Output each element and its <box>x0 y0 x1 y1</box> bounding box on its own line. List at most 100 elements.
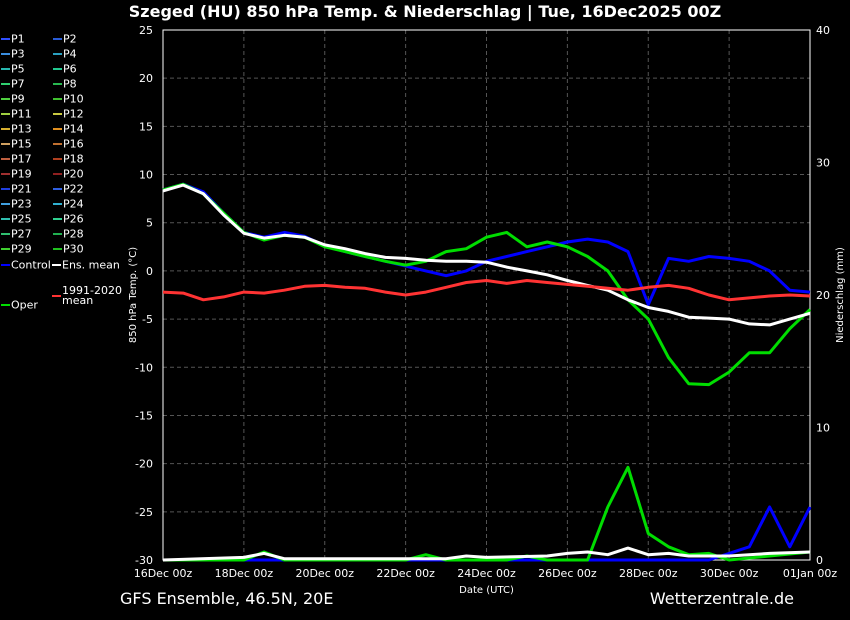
legend-label: P9 <box>11 92 25 106</box>
y2-axis-label: Niederschlag (mm) <box>835 247 846 343</box>
legend-swatch <box>1 158 10 160</box>
legend-swatch <box>1 233 10 235</box>
legend-item: P14 <box>53 122 84 136</box>
legend-item: P8 <box>53 77 77 91</box>
legend-label: P30 <box>63 242 84 256</box>
legend-label: P26 <box>63 212 84 226</box>
series-control-precip <box>163 505 812 562</box>
y-tick-label: -30 <box>135 554 153 567</box>
legend-label: P10 <box>63 92 84 106</box>
legend-item: P28 <box>53 227 84 241</box>
x-tick-label: 26Dec 00z <box>538 567 597 580</box>
legend-label: P14 <box>63 122 84 136</box>
legend-swatch <box>1 173 10 175</box>
legend-label: P17 <box>11 152 32 166</box>
x-tick-label: 18Dec 00z <box>215 567 274 580</box>
y-tick-label: 10 <box>139 169 153 182</box>
y-tick-label: -5 <box>142 313 153 326</box>
legend-swatch <box>53 158 62 160</box>
legend-item: P10 <box>53 92 84 106</box>
legend-item: P21 <box>1 182 32 196</box>
legend-label: P7 <box>11 77 25 91</box>
legend-item: P2 <box>53 32 77 46</box>
legend-label: Control <box>11 258 51 272</box>
legend-swatch <box>53 143 62 145</box>
x-tick-label: 01Jan 00z <box>783 567 837 580</box>
legend-label: 1991-2020 mean <box>62 284 122 307</box>
y2-tick-label: 30 <box>816 157 830 170</box>
legend-item: P27 <box>1 227 32 241</box>
legend-item: P3 <box>1 47 25 61</box>
legend-swatch <box>52 295 61 297</box>
legend-label: P4 <box>63 47 77 61</box>
legend-label: P18 <box>63 152 84 166</box>
legend-item: P6 <box>53 62 77 76</box>
legend-item: P11 <box>1 107 32 121</box>
legend-swatch <box>1 264 10 266</box>
legend-item: P18 <box>53 152 84 166</box>
x-tick-label: 22Dec 00z <box>376 567 435 580</box>
x-tick-label: 20Dec 00z <box>295 567 354 580</box>
legend-swatch <box>53 113 62 115</box>
x-tick-label: 28Dec 00z <box>619 567 678 580</box>
legend-label: P20 <box>63 167 84 181</box>
series-ens-mean-precip <box>162 546 811 562</box>
y-tick-label: 0 <box>146 265 153 278</box>
legend-item: P24 <box>53 197 84 211</box>
legend-swatch <box>53 248 62 250</box>
y-axis-label: 850 hPa Temp. (°C) <box>128 247 139 343</box>
legend-swatch <box>1 143 10 145</box>
legend-swatch <box>1 188 10 190</box>
legend-item: P4 <box>53 47 77 61</box>
legend-swatch <box>1 218 10 220</box>
legend-item: P29 <box>1 242 32 256</box>
x-tick-label: 16Dec 00z <box>134 567 193 580</box>
legend-label: Oper <box>11 298 38 312</box>
legend-label: P13 <box>11 122 32 136</box>
legend-label: P12 <box>63 107 84 121</box>
legend-label: P25 <box>11 212 32 226</box>
legend-item: P15 <box>1 137 32 151</box>
x-axis-label: Date (UTC) <box>459 585 514 596</box>
legend-label: Ens. mean <box>62 258 120 272</box>
legend-item: P9 <box>1 92 25 106</box>
y-tick-label: -20 <box>135 458 153 471</box>
legend-swatch <box>1 68 10 70</box>
legend-swatch <box>1 113 10 115</box>
legend-item: Oper <box>1 298 38 312</box>
legend-swatch <box>52 264 61 266</box>
legend-swatch <box>1 203 10 205</box>
legend-item: P16 <box>53 137 84 151</box>
y2-tick-label: 0 <box>816 554 823 567</box>
legend-item: P13 <box>1 122 32 136</box>
y2-tick-label: 40 <box>816 24 830 37</box>
y-tick-label: 15 <box>139 120 153 133</box>
legend-label: P23 <box>11 197 32 211</box>
y2-tick-label: 20 <box>816 289 830 302</box>
legend-label: P16 <box>63 137 84 151</box>
legend-swatch <box>53 128 62 130</box>
y-tick-label: -10 <box>135 361 153 374</box>
legend-item: Control <box>1 258 51 272</box>
legend-swatch <box>1 98 10 100</box>
legend-swatch <box>1 83 10 85</box>
series-control-temp <box>162 182 811 307</box>
legend-item: P17 <box>1 152 32 166</box>
legend-label: P3 <box>11 47 25 61</box>
legend-swatch <box>1 128 10 130</box>
legend-label: P21 <box>11 182 32 196</box>
series-1991-2020-mean-temp <box>162 279 811 302</box>
legend-item: P19 <box>1 167 32 181</box>
x-tick-label: 30Dec 00z <box>700 567 759 580</box>
legend-item: P20 <box>53 167 84 181</box>
y-tick-label: 5 <box>146 217 153 230</box>
legend-swatch <box>53 188 62 190</box>
legend-swatch <box>53 203 62 205</box>
legend-label: P5 <box>11 62 25 76</box>
legend-label: P2 <box>63 32 77 46</box>
legend-label: P6 <box>63 62 77 76</box>
legend-label: P19 <box>11 167 32 181</box>
legend-item: P5 <box>1 62 25 76</box>
legend-swatch <box>53 53 62 55</box>
